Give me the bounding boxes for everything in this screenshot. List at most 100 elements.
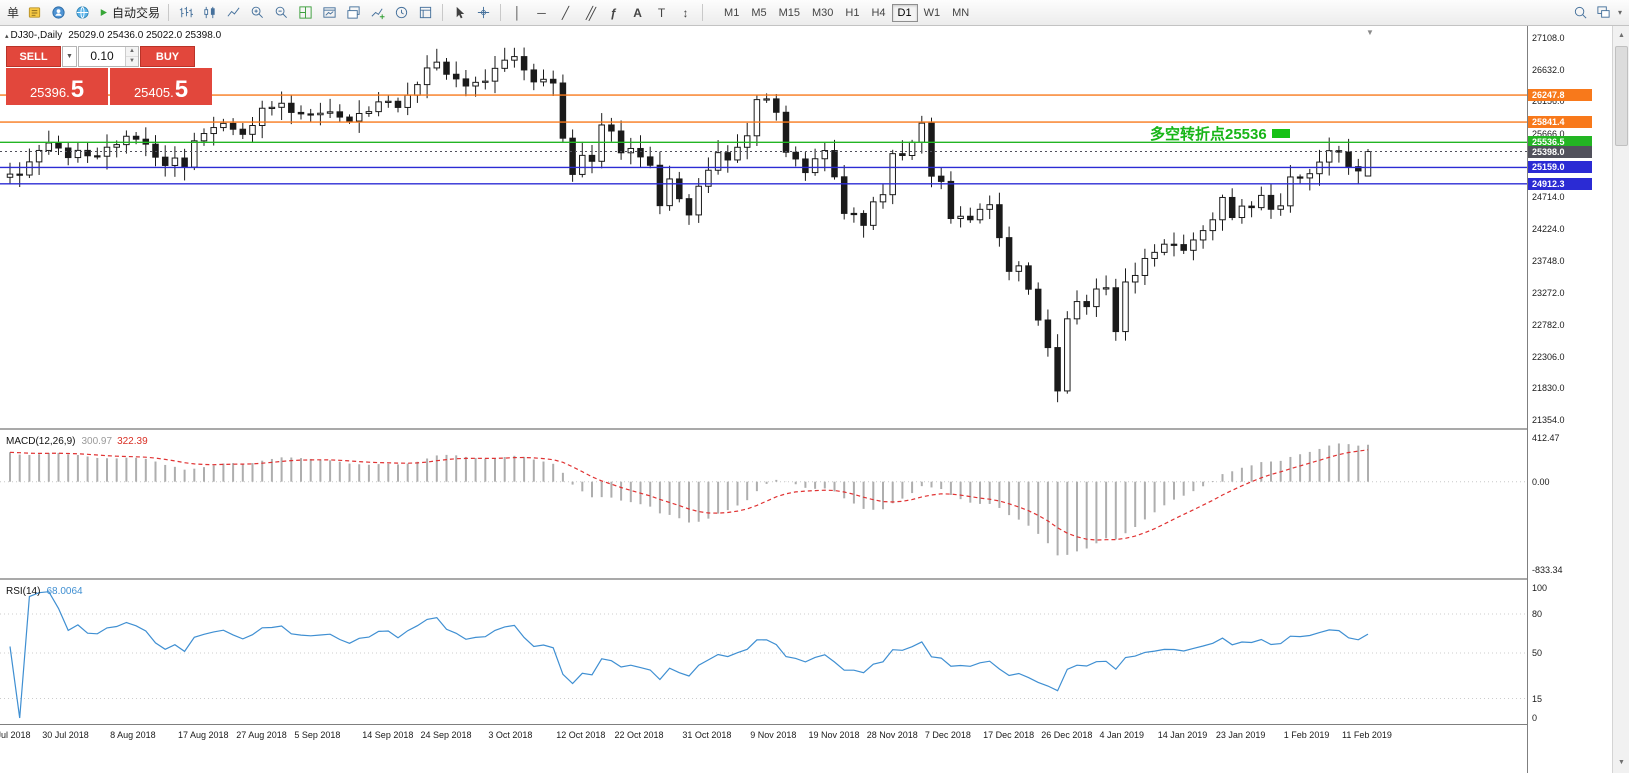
price-axis-label: 412.47 xyxy=(1532,433,1560,443)
volume-input[interactable]: 0.10 ▲ ▼ xyxy=(78,46,139,67)
time-axis-label: 5 Sep 2018 xyxy=(294,730,341,740)
text-label-icon: T xyxy=(657,5,666,20)
pane-separator[interactable] xyxy=(0,428,1527,430)
help-button[interactable] xyxy=(71,2,94,24)
volume-increase-button[interactable]: ▲ xyxy=(126,47,138,57)
trendline-button[interactable]: ╱ xyxy=(554,2,577,24)
price-axis-label: 0 xyxy=(1532,713,1538,723)
chart-shift-marker[interactable]: ▼ xyxy=(1366,28,1374,37)
text-button[interactable]: A xyxy=(626,2,649,24)
price-axis[interactable]: 27108.026632.026156.025666.025190.024714… xyxy=(1527,26,1612,773)
search-icon xyxy=(1574,6,1587,19)
timeframe-button-m30[interactable]: M30 xyxy=(806,4,839,22)
line-chart-mode-button[interactable] xyxy=(222,2,245,24)
main-chart-pane[interactable] xyxy=(0,26,1527,428)
tile-windows-icon xyxy=(299,6,312,19)
volume-decrease-button[interactable]: ▼ xyxy=(126,57,138,66)
candlestick-mode-button[interactable] xyxy=(198,2,221,24)
time-axis[interactable]: 20 Jul 2018 30 Jul 2018 8 Aug 2018 17 Aug 2… xyxy=(0,724,1527,746)
scroll-up-arrow[interactable]: ▲ xyxy=(1613,28,1629,44)
help-globe-icon xyxy=(76,6,89,19)
toolbar-separator xyxy=(168,4,170,21)
price-tag: 25841.4 xyxy=(1528,116,1592,129)
profile-button[interactable] xyxy=(47,2,70,24)
window-list-icon xyxy=(1597,6,1610,18)
volume-dropdown-button[interactable]: ▼ xyxy=(62,46,77,67)
crosshair-button[interactable] xyxy=(472,2,495,24)
macd-indicator-pane[interactable] xyxy=(0,432,1527,578)
scroll-thumb[interactable] xyxy=(1615,46,1628,146)
top-toolbar: 单 自动交易 xyxy=(0,0,1629,26)
price-axis-label: 21354.0 xyxy=(1532,415,1565,425)
bar-chart-icon xyxy=(179,6,194,18)
autotrading-label: 自动交易 xyxy=(112,6,161,20)
price-axis-label: 100 xyxy=(1532,583,1548,593)
cursor-button[interactable] xyxy=(448,2,471,24)
price-axis-label: 80 xyxy=(1532,609,1543,619)
price-axis-label: 24714.0 xyxy=(1532,191,1565,202)
search-button[interactable] xyxy=(1569,2,1592,24)
cascade-windows-button[interactable] xyxy=(342,2,365,24)
zoom-in-button[interactable] xyxy=(246,2,269,24)
buy-price-block[interactable]: 25405. 5 xyxy=(110,68,212,105)
time-axis-label: 3 Oct 2018 xyxy=(488,730,533,740)
profile-icon xyxy=(52,6,65,19)
tile-windows-button[interactable] xyxy=(294,2,317,24)
symbol-name: DJ30-,Daily xyxy=(10,30,63,41)
text-label-button[interactable]: T xyxy=(650,2,673,24)
toolbar-separator xyxy=(702,4,704,21)
vertical-scrollbar[interactable]: ▲ ▼ xyxy=(1612,26,1629,773)
chart-workspace: 20 Jul 2018 30 Jul 2018 8 Aug 2018 17 Aug 2… xyxy=(0,26,1629,773)
pane-separator[interactable] xyxy=(0,578,1527,580)
fibonacci-button[interactable]: ƒ xyxy=(602,2,625,24)
cascade-windows-icon xyxy=(347,6,360,19)
window-list-button[interactable] xyxy=(1592,2,1615,24)
price-axis-label: 22306.0 xyxy=(1532,351,1565,362)
trade-panel-price-row: 25396. 5 25405. 5 xyxy=(6,68,212,105)
autotrading-play-icon xyxy=(100,9,107,16)
buy-button[interactable]: BUY xyxy=(140,46,195,67)
sell-price-block[interactable]: 25396. 5 xyxy=(6,68,108,105)
vertical-line-button[interactable]: │ xyxy=(506,2,529,24)
new-chart-window-button[interactable] xyxy=(318,2,341,24)
timeframe-button-mn[interactable]: MN xyxy=(946,4,975,22)
time-axis-label: 27 Aug 2018 xyxy=(236,730,287,740)
scroll-down-arrow[interactable]: ▼ xyxy=(1613,755,1629,771)
templates-button[interactable] xyxy=(414,2,437,24)
bar-chart-mode-button[interactable] xyxy=(174,2,197,24)
new-order-button[interactable] xyxy=(23,2,46,24)
periods-button[interactable] xyxy=(390,2,413,24)
timeframe-button-m5[interactable]: M5 xyxy=(745,4,772,22)
horizontal-line-button[interactable]: ─ xyxy=(530,2,553,24)
macd-signal-line xyxy=(9,449,1369,541)
price-axis-label: 0.00 xyxy=(1532,476,1550,487)
annotation-marker[interactable] xyxy=(1271,129,1290,138)
rsi-indicator-pane[interactable] xyxy=(0,582,1527,724)
timeframe-button-h4[interactable]: H4 xyxy=(865,4,891,22)
order-menu-fragment[interactable]: 单 xyxy=(7,6,20,20)
timeframe-button-m1[interactable]: M1 xyxy=(718,4,745,22)
price-axis-label: 25666.0 xyxy=(1532,128,1565,139)
time-axis-label: 20 Jul 2018 xyxy=(0,730,31,740)
indicators-button[interactable] xyxy=(366,2,389,24)
channel-button[interactable]: ╱ xyxy=(578,2,601,24)
toolbar-overflow-caret[interactable]: ▾ xyxy=(1617,8,1622,17)
timeframe-button-h1[interactable]: H1 xyxy=(839,4,865,22)
zoom-out-button[interactable] xyxy=(270,2,293,24)
timeframe-button-d1[interactable]: D1 xyxy=(891,3,918,22)
timeframe-button-w1[interactable]: W1 xyxy=(918,4,947,22)
price-axis-label: 22782.0 xyxy=(1532,320,1565,331)
arrows-button[interactable]: ↕ xyxy=(674,2,697,24)
toolbar-separator xyxy=(500,4,502,21)
price-axis-label: 23272.0 xyxy=(1532,287,1565,298)
time-axis-label: 22 Oct 2018 xyxy=(614,730,664,740)
sell-price-main: 25396. xyxy=(29,85,70,100)
trade-panel-top-row: SELL ▼ 0.10 ▲ ▼ BUY xyxy=(6,46,212,67)
autotrading-button[interactable]: 自动交易 xyxy=(95,2,163,24)
zoom-in-icon xyxy=(251,6,264,18)
horizontal-line-icon: ─ xyxy=(537,5,546,20)
timeframe-button-m15[interactable]: M15 xyxy=(773,4,806,22)
buy-price-pips: 5 xyxy=(174,76,189,103)
vertical-line-icon: │ xyxy=(513,5,522,20)
sell-button[interactable]: SELL xyxy=(6,46,61,67)
